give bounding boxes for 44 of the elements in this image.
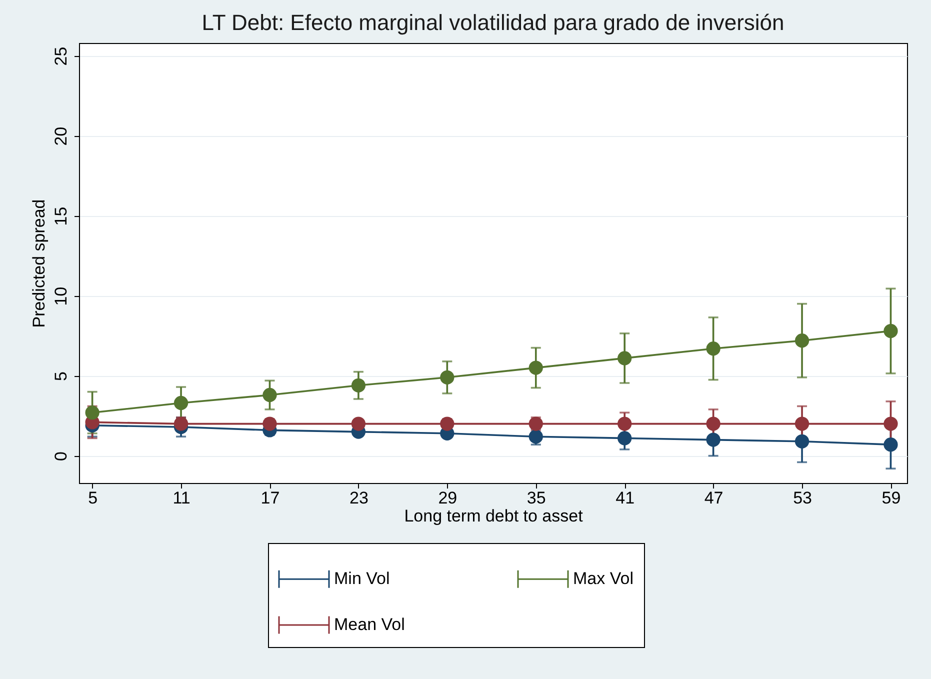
y-tick-label: 0 (52, 452, 70, 462)
x-tick-label: 29 (438, 488, 458, 508)
point (351, 416, 366, 431)
x-tick-label: 23 (349, 488, 368, 508)
point (262, 388, 277, 402)
point (794, 434, 810, 448)
point (440, 370, 454, 384)
point (794, 416, 810, 431)
point (706, 416, 720, 431)
point (85, 406, 100, 420)
y-tick-label: 10 (52, 286, 70, 306)
point (794, 334, 810, 348)
point (618, 431, 632, 446)
legend-label: Min Vol (334, 569, 390, 588)
x-tick-label: 41 (616, 488, 635, 508)
legend-label: Max Vol (573, 569, 634, 588)
x-tick-label: 17 (260, 488, 280, 508)
point (262, 416, 277, 431)
point (440, 416, 454, 431)
point (618, 416, 632, 431)
x-tick-label: 59 (882, 488, 901, 508)
point (618, 351, 632, 366)
y-tick-label: 20 (52, 126, 70, 146)
point (174, 416, 188, 431)
point (884, 438, 898, 452)
x-tick-label: 11 (172, 488, 190, 508)
x-tick-label: 35 (526, 488, 546, 508)
y-axis-title: Predicted spread (30, 199, 48, 328)
chart-title: LT Debt: Efecto marginal volatilidad para grado de inversión (202, 10, 784, 35)
x-axis-title: Long term debt to asset (404, 506, 584, 526)
point (884, 324, 898, 338)
legend-label: Mean Vol (334, 615, 405, 634)
x-tick-label: 47 (704, 488, 724, 508)
y-tick-label: 25 (52, 46, 70, 66)
x-tick-label: 5 (88, 488, 98, 508)
point (528, 360, 543, 375)
point (351, 378, 366, 392)
point (884, 416, 898, 431)
point (706, 432, 720, 447)
point (174, 396, 188, 410)
y-tick-label: 15 (52, 206, 70, 226)
y-tick-label: 5 (52, 372, 70, 382)
x-tick-label: 53 (793, 488, 812, 508)
point (706, 342, 720, 356)
